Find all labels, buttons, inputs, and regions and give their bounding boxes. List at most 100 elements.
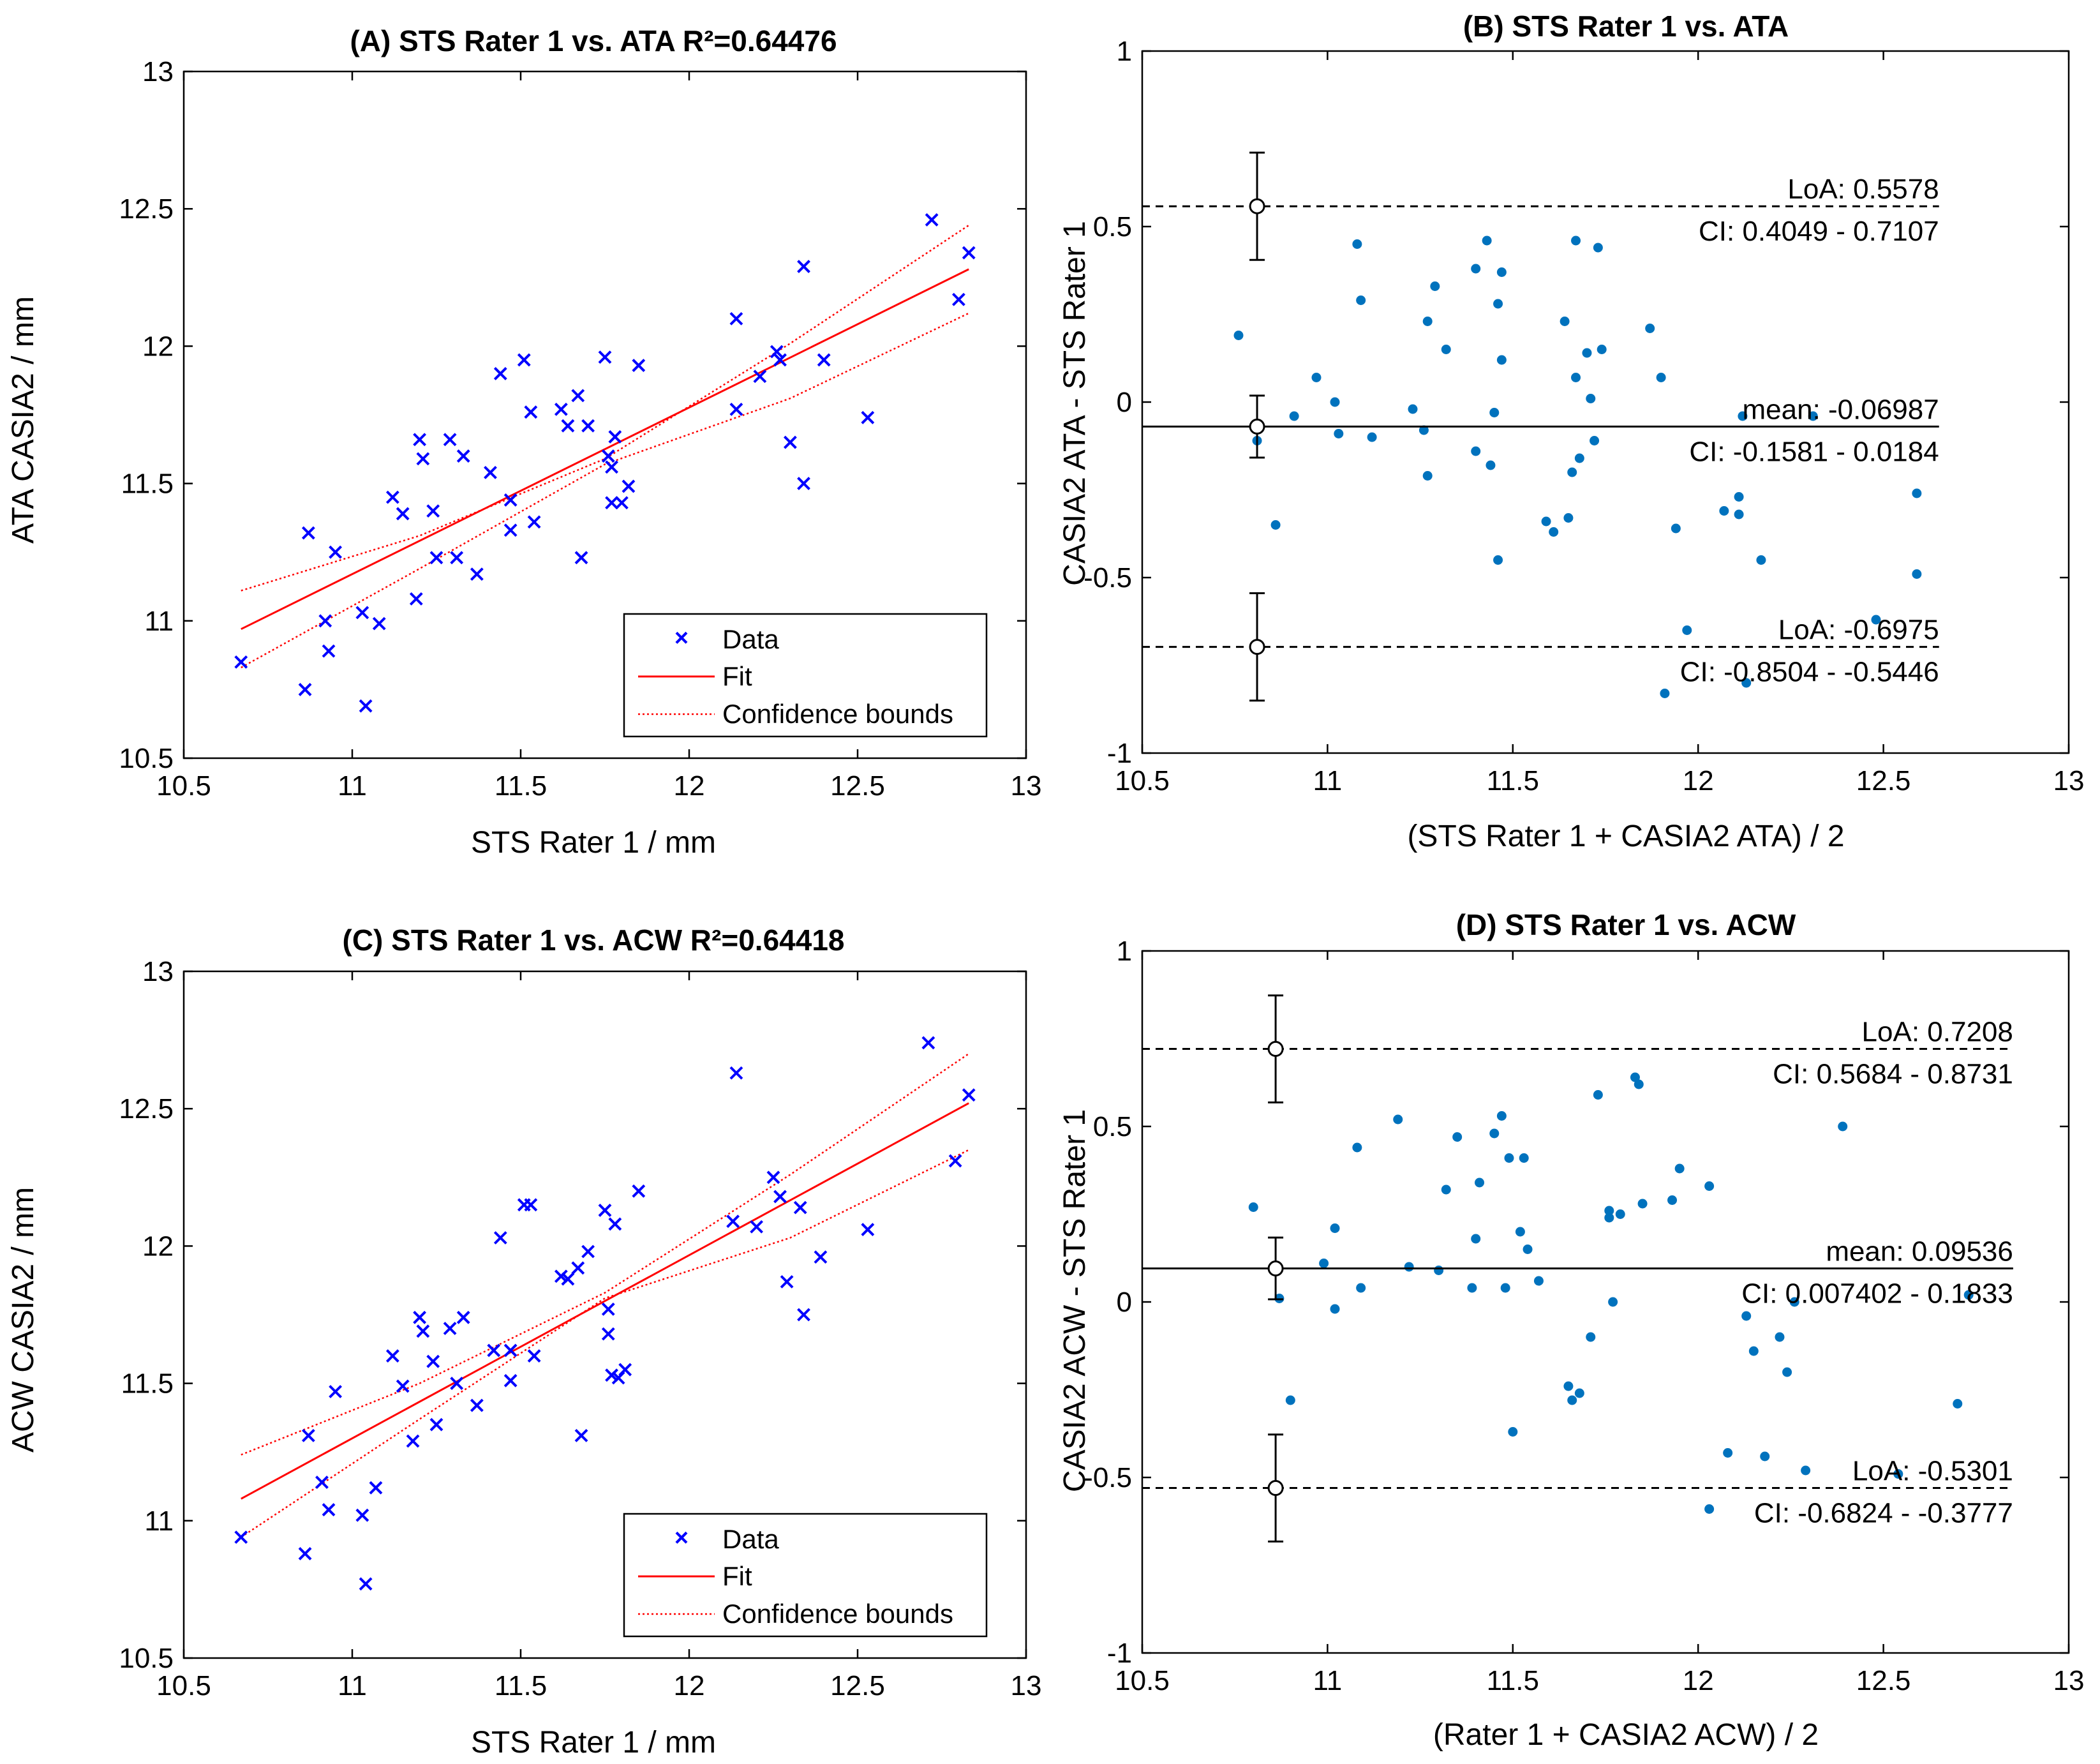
data-point-stroke (322, 644, 336, 658)
data-point (487, 1343, 501, 1357)
data-point-stroke (797, 260, 810, 273)
x-tick-label: 12.5 (1856, 765, 1911, 796)
difference-point (1801, 1465, 1811, 1476)
data-point (601, 1327, 615, 1341)
x-tick-label: 13 (2053, 1665, 2085, 1696)
difference-point (1319, 1259, 1329, 1268)
data-point-stroke (406, 1434, 420, 1448)
panel-a: (A) STS Rater 1 vs. ATA R²=0.64476 10.5 1… (6, 24, 1041, 860)
data-point-stroke (571, 1261, 585, 1275)
upper-loa-ci-label: CI: 0.4049 - 0.7107 (1699, 216, 1939, 247)
lower-loa-label: LoA: -0.6975 (1778, 615, 1939, 646)
data-point-stroke (608, 430, 622, 444)
difference-point (1571, 235, 1581, 246)
data-point (951, 292, 965, 306)
data-point (527, 1349, 541, 1363)
difference-point (1471, 446, 1481, 456)
x-tick-label: 11 (338, 770, 367, 802)
x-tick-label: 12.5 (830, 1670, 885, 1701)
difference-point (1493, 555, 1503, 565)
data-point (503, 523, 518, 537)
difference-point (1541, 516, 1551, 527)
data-point-stroke (234, 655, 248, 669)
panel-a-legend: × Data Fit Confidence bounds (623, 613, 988, 738)
x-tick-label: 12 (1683, 765, 1714, 796)
data-point (429, 1417, 443, 1431)
data-point-stroke (729, 402, 743, 416)
axes-frame (182, 970, 1027, 1659)
data-point (450, 551, 464, 565)
data-point-stroke (524, 1198, 538, 1212)
panel-d: (D) STS Rater 1 vs. ACW 10.5 11 11.5 12 12.5… (1058, 908, 2084, 1752)
difference-point (1789, 1297, 1799, 1307)
x-tick-label: 11 (338, 1670, 367, 1701)
difference-point (1404, 1262, 1414, 1272)
x-tick-label: 13 (1011, 1670, 1042, 1701)
data-point (524, 1198, 538, 1212)
data-point (503, 1343, 518, 1357)
mean-marker (1249, 418, 1265, 435)
data-point-stroke (598, 1204, 612, 1217)
difference-point (1352, 239, 1362, 249)
data-point (948, 1154, 962, 1168)
difference-point (1667, 1195, 1678, 1205)
data-point (861, 1223, 875, 1236)
y-tick-label: 12.5 (119, 193, 174, 225)
data-point (770, 345, 784, 359)
data-point-stroke (450, 551, 464, 565)
x-tick-label: 11.5 (495, 1670, 547, 1701)
data-point (780, 1274, 794, 1289)
x-tick-label: 12.5 (830, 770, 885, 802)
panel-b-plot-area: 10.5 11 11.5 12 12.5 13 -1 -0.5 0 0.5 1 LoA: 0.5578… (1084, 36, 2084, 796)
difference-point (1756, 555, 1766, 565)
data-point-stroke (797, 477, 810, 491)
panel-c-x-axis-label: STS Rater 1 / mm (471, 1726, 716, 1760)
data-point (554, 402, 568, 416)
difference-point (1567, 467, 1577, 477)
data-point-stroke (605, 1368, 618, 1382)
data-point (450, 1377, 464, 1391)
lower-loa-ci-label: CI: -0.6824 - -0.3777 (1754, 1498, 2013, 1529)
data-point (322, 644, 336, 658)
data-point-stroke (355, 1508, 369, 1522)
data-point (817, 353, 831, 367)
data-point (443, 433, 457, 447)
y-tick-label: 11.5 (121, 468, 174, 500)
data-point-stroke (456, 1310, 470, 1324)
data-point-stroke (484, 465, 497, 479)
data-point (315, 1476, 329, 1489)
data-point-stroke (416, 1324, 430, 1338)
data-point-stroke (554, 402, 568, 416)
difference-point (1734, 509, 1744, 519)
panel-b: (B) STS Rater 1 vs. ATA 10.5 11 11.5 12 12.5… (1058, 10, 2084, 853)
data-point-stroke (413, 1310, 427, 1324)
data-point-stroke (601, 1302, 615, 1316)
data-point (456, 449, 470, 463)
data-point-stroke (369, 1481, 383, 1495)
data-point (581, 1245, 595, 1259)
difference-point (1519, 1153, 1529, 1163)
data-point-stroke (413, 433, 427, 447)
difference-point (1422, 471, 1433, 481)
data-point-stroke (581, 1245, 595, 1259)
data-point (962, 1088, 976, 1102)
data-point (726, 1215, 740, 1229)
data-point (561, 419, 575, 433)
difference-point (1586, 1332, 1596, 1342)
difference-point (1704, 1504, 1715, 1514)
difference-point (1912, 569, 1922, 579)
difference-point (1656, 373, 1666, 382)
difference-point (1441, 345, 1451, 354)
data-point (298, 1547, 312, 1560)
difference-point (1634, 1079, 1644, 1089)
y-tick-label: -1 (1107, 738, 1132, 769)
data-point-stroke (416, 452, 430, 466)
legend-box (623, 613, 988, 738)
panel-a-title: (A) STS Rater 1 vs. ATA R²=0.64476 (350, 24, 837, 57)
data-point-stroke (605, 460, 618, 474)
data-point (234, 1530, 248, 1544)
difference-point (1311, 373, 1322, 382)
difference-point (1637, 1199, 1648, 1209)
data-point (385, 1349, 399, 1363)
data-point (605, 496, 618, 510)
